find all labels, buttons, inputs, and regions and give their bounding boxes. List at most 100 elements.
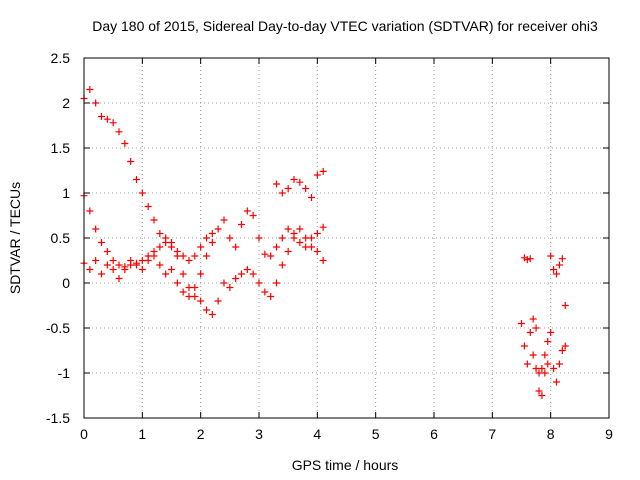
data-point (133, 176, 140, 183)
data-point (103, 115, 111, 123)
data-point (302, 234, 310, 242)
data-point (547, 252, 555, 260)
data-point (173, 279, 181, 287)
data-point (197, 270, 205, 278)
data-point (273, 180, 280, 188)
y-tick-label: 1 (62, 185, 70, 201)
data-point (267, 293, 275, 300)
data-point (191, 252, 199, 260)
data-point (138, 257, 146, 264)
data-point (121, 266, 129, 273)
data-point (92, 257, 100, 264)
data-point (278, 234, 286, 242)
data-point (302, 185, 310, 192)
y-tick-label: -1.5 (46, 410, 70, 426)
y-tick-label: 2 (62, 95, 70, 111)
data-point (138, 266, 146, 273)
y-axis-label: SDTVAR / TECUs (7, 182, 23, 294)
data-point (555, 360, 563, 368)
data-point (203, 234, 210, 242)
x-tick-label: 7 (488, 426, 496, 442)
data-point (535, 387, 543, 395)
data-point (103, 261, 111, 269)
data-point (290, 234, 298, 242)
data-point (232, 275, 240, 282)
data-point (313, 248, 321, 255)
data-point (203, 306, 210, 314)
data-point (109, 119, 117, 127)
data-point (115, 128, 123, 136)
data-point (127, 158, 135, 165)
data-point (179, 288, 187, 296)
x-tick-label: 8 (547, 426, 555, 442)
data-point (278, 189, 286, 197)
data-point (214, 297, 222, 305)
data-point (553, 378, 560, 386)
data-series (273, 167, 327, 201)
data-point (92, 225, 100, 233)
data-point (529, 315, 537, 323)
data-point (518, 320, 525, 327)
data-point (162, 234, 170, 242)
chart-title: Day 180 of 2015, Sidereal Day-to-day VTE… (92, 18, 598, 34)
data-point (529, 351, 537, 359)
data-series (80, 239, 216, 300)
data-point (197, 243, 205, 251)
x-tick-label: 9 (605, 426, 613, 442)
data-point (156, 261, 164, 269)
data-point (255, 234, 263, 242)
data-points (80, 86, 569, 399)
data-point (162, 270, 170, 278)
data-point (555, 261, 563, 269)
x-tick-label: 2 (197, 426, 205, 442)
data-point (232, 243, 240, 251)
data-point (273, 279, 280, 287)
data-point (261, 288, 269, 296)
data-point (127, 257, 135, 264)
data-point (150, 252, 158, 260)
y-tick-label: -1 (58, 365, 71, 381)
data-point (98, 239, 105, 246)
data-point (319, 223, 327, 231)
data-point (203, 252, 210, 260)
data-point (197, 297, 205, 305)
data-point (526, 329, 534, 336)
data-point (238, 270, 245, 278)
data-point (550, 266, 558, 273)
data-point (138, 189, 146, 197)
data-point (168, 239, 175, 246)
data-point (208, 239, 216, 246)
data-point (523, 360, 531, 368)
data-point (278, 261, 286, 269)
data-series (520, 252, 569, 377)
data-point (284, 248, 292, 255)
data-point (226, 284, 234, 291)
data-point (243, 207, 251, 215)
data-point (103, 248, 111, 255)
data-point (115, 261, 123, 269)
data-point (185, 257, 193, 264)
data-point (532, 324, 540, 332)
data-point (156, 230, 164, 237)
data-point (544, 338, 552, 345)
data-point (191, 284, 199, 291)
data-point (267, 252, 275, 260)
data-point (214, 225, 222, 233)
data-point (296, 239, 304, 246)
data-point (150, 216, 158, 224)
data-point (86, 207, 94, 215)
data-point (558, 347, 566, 354)
data-point (538, 365, 546, 372)
data-point (544, 360, 552, 368)
data-point (319, 257, 327, 264)
data-point (526, 255, 534, 263)
data-series (518, 315, 569, 399)
data-point (156, 243, 164, 251)
y-tick-label: 0.5 (51, 230, 71, 246)
data-point (547, 329, 555, 336)
data-point (284, 185, 292, 192)
x-tick-label: 0 (80, 426, 88, 442)
data-point (168, 266, 175, 273)
data-point (273, 243, 280, 251)
